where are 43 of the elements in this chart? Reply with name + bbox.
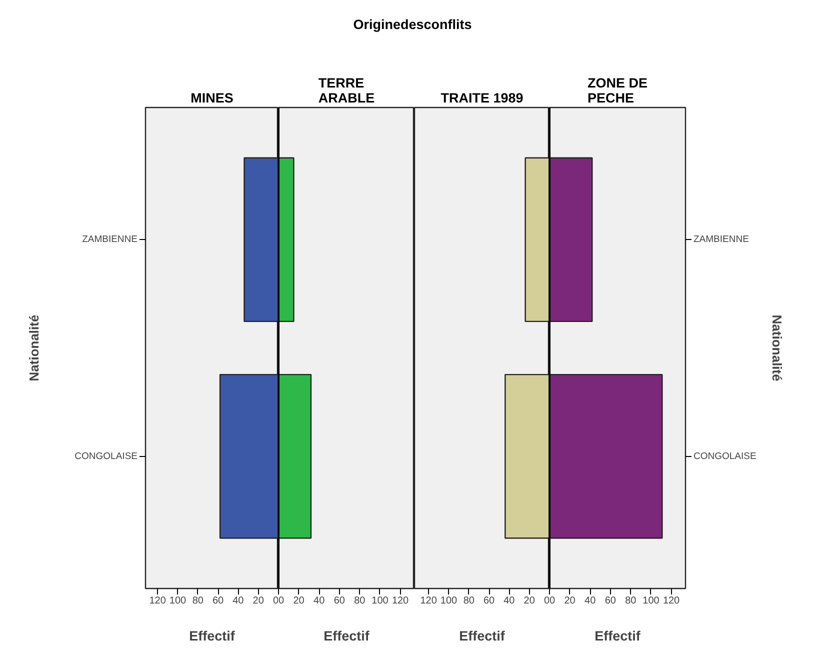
x-tick-label: 120 — [420, 596, 438, 606]
y-tick-label: CONGOLAISE — [74, 450, 138, 462]
x-tick-label: 40 — [314, 596, 326, 606]
x-tick-label: 20 — [524, 596, 536, 606]
x-tick-label: 40 — [232, 596, 244, 606]
x-tick-label: 120 — [149, 596, 166, 606]
x-tick-label: 0 — [544, 596, 550, 606]
x-axis-title: Effectif — [324, 628, 370, 644]
x-tick-label: 120 — [392, 596, 410, 606]
x-tick-label: 100 — [169, 596, 187, 606]
x-tick-label: 60 — [334, 596, 346, 606]
x-tick-label: 20 — [293, 596, 305, 606]
x-tick-label: 40 — [584, 596, 596, 606]
chart-title: TERRE ARABLE — [318, 76, 375, 106]
x-tick-label: 100 — [372, 596, 389, 606]
y-tick-label: CONGOLAISE — [694, 450, 756, 462]
x-axis-title: Effectif — [594, 628, 641, 644]
text: Originedesconflits — [353, 16, 472, 34]
x-tick-label: 100 — [440, 596, 458, 606]
y-tick-label: ZAMBIENNE — [694, 234, 749, 246]
chart-title: TRAITE 1989 — [440, 90, 524, 106]
x-tick-label: 0 — [278, 596, 284, 606]
x-tick-label: 80 — [625, 596, 637, 606]
x-tick-label: 60 — [483, 596, 496, 606]
x-tick-label: 0 — [550, 596, 556, 606]
x-tick-label: 80 — [192, 596, 204, 606]
x-tick-label: 80 — [463, 596, 475, 606]
y-axis-title: Nationalité — [26, 314, 42, 382]
x-tick-label: 60 — [604, 596, 616, 606]
x-axis-title: Effectif — [189, 628, 236, 644]
x-tick-label: 40 — [504, 596, 516, 606]
x-tick-label: 0 — [272, 596, 279, 606]
x-tick-label: 20 — [252, 596, 264, 606]
chart-title: ZONE DE PECHE — [587, 76, 648, 106]
x-tick-label: 20 — [564, 596, 576, 606]
y-axis-title: Nationalité — [769, 314, 784, 382]
chart-title: MINES — [190, 90, 234, 106]
x-tick-label: 60 — [212, 596, 224, 606]
x-tick-label: 120 — [662, 596, 680, 606]
y-tick-label: ZAMBIENNE — [82, 234, 138, 246]
x-tick-label: 80 — [354, 596, 366, 606]
x-tick-label: 100 — [642, 596, 660, 606]
x-axis-title: Effectif — [459, 628, 506, 644]
